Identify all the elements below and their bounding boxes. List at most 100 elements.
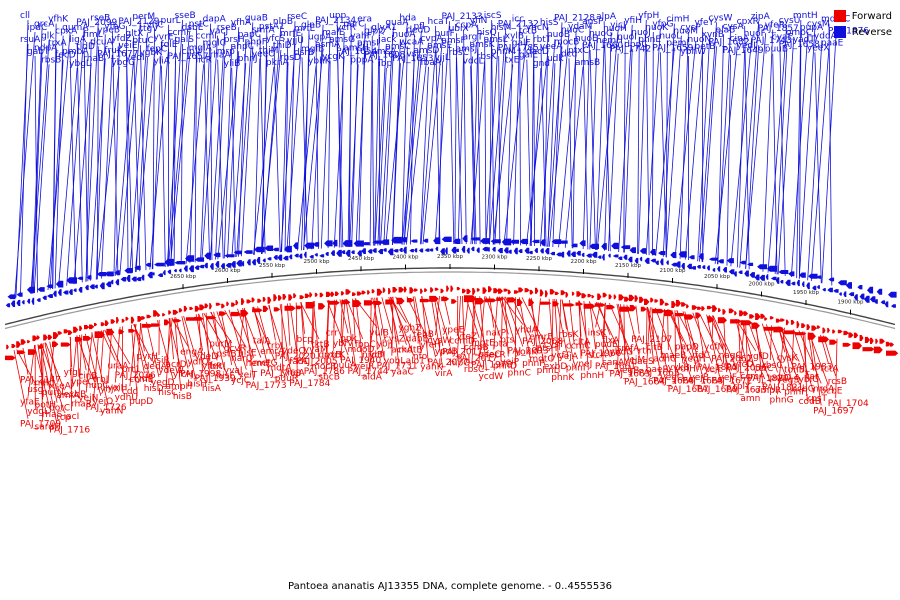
- reverse-gene-label: yfeY: [694, 18, 714, 28]
- reverse-feature: [215, 261, 220, 268]
- reverse-leader: [589, 49, 596, 250]
- reverse-feature: [608, 253, 611, 258]
- forward-gene-label: ydeD: [195, 352, 219, 362]
- forward-feature: [565, 292, 569, 298]
- reverse-gene-label: amsH: [343, 43, 369, 53]
- scale-tick-label: 1900 kbp: [838, 300, 864, 306]
- forward-leader: [165, 318, 171, 387]
- forward-feature: [796, 321, 800, 329]
- forward-feature: [392, 287, 398, 293]
- forward-leader: [289, 303, 298, 356]
- forward-gene-label: sanA: [602, 358, 625, 368]
- forward-feature: [583, 303, 596, 309]
- reverse-feature: [324, 240, 333, 247]
- reverse-leader: [529, 67, 542, 246]
- reverse-leader: [814, 52, 822, 284]
- reverse-feature: [675, 261, 681, 268]
- reverse-leader: [435, 25, 441, 245]
- forward-feature: [472, 288, 476, 295]
- forward-feature: [340, 291, 345, 296]
- reverse-feature: [501, 238, 512, 246]
- forward-gene-label: yfbR: [202, 362, 222, 372]
- reverse-leader: [604, 33, 612, 251]
- reverse-feature: [174, 261, 186, 265]
- forward-gene-label: ypeC: [71, 377, 94, 387]
- reverse-gene-label: PAJ_1653: [392, 54, 433, 64]
- forward-gene-label: ycjC: [231, 376, 250, 386]
- forward-leader: [583, 301, 589, 371]
- reverse-feature: [445, 247, 448, 255]
- reverse-feature: [68, 289, 73, 295]
- reverse-feature: [380, 239, 390, 245]
- reverse-feature: [86, 275, 92, 280]
- reverse-feature: [722, 267, 727, 273]
- reverse-gene-label: btuC: [132, 36, 153, 46]
- reverse-gene-label: galS: [175, 35, 195, 45]
- reverse-leader: [810, 47, 830, 282]
- reverse-feature: [466, 247, 470, 254]
- reverse-gene-label: dcuA: [90, 37, 113, 47]
- reverse-leader: [422, 37, 443, 245]
- reverse-gene-label: ahpF: [245, 37, 267, 47]
- forward-leader: [257, 306, 269, 346]
- reverse-leader: [349, 64, 359, 247]
- reverse-leader: [798, 43, 802, 279]
- forward-feature: [503, 288, 509, 292]
- forward-gene-label: maeB: [660, 351, 686, 361]
- forward-feature: [194, 305, 200, 312]
- reverse-feature: [519, 238, 529, 245]
- forward-feature: [456, 287, 461, 291]
- forward-gene-label: sardH: [35, 423, 61, 433]
- forward-gene-label: iacI: [64, 412, 80, 422]
- forward-feature: [740, 320, 753, 326]
- forward-leader: [311, 301, 314, 345]
- reverse-gene-label: pknA: [266, 58, 290, 68]
- reverse-gene-label: rbsB: [41, 55, 61, 65]
- reverse-gene-label: cimH: [666, 15, 689, 25]
- forward-feature: [221, 303, 225, 309]
- reverse-feature: [204, 262, 208, 269]
- forward-leader: [471, 296, 476, 365]
- forward-gene-label: mdoD: [347, 345, 374, 355]
- reverse-gene-label: PAJ_2134: [315, 16, 356, 26]
- reverse-leader: [149, 48, 169, 270]
- reverse-feature: [53, 290, 57, 297]
- reverse-gene-label: vdcL: [463, 57, 484, 67]
- forward-feature: [27, 349, 37, 355]
- reverse-gene-label: dsrB: [294, 48, 314, 58]
- reverse-leader: [582, 25, 591, 250]
- forward-gene-label: PAJ_1731: [377, 361, 418, 371]
- reverse-feature: [757, 264, 768, 270]
- forward-leader: [777, 326, 800, 384]
- reverse-feature: [513, 247, 518, 255]
- reverse-gene-label: nuoK: [645, 23, 669, 33]
- reverse-feature: [628, 256, 633, 263]
- forward-gene-label: yfdC: [689, 351, 710, 361]
- forward-gene-label: PAJ_2093: [508, 347, 549, 357]
- genome-caption: Pantoea ananatis AJ13355 DNA, complete g…: [288, 581, 612, 592]
- forward-feature: [743, 311, 749, 316]
- forward-gene-label: trbJ: [93, 375, 109, 385]
- forward-feature: [194, 316, 204, 321]
- forward-feature: [571, 291, 575, 296]
- reverse-feature: [589, 243, 599, 249]
- reverse-leader: [66, 27, 85, 286]
- reverse-gene-label: mglB: [301, 45, 324, 55]
- reverse-leader: [665, 40, 668, 258]
- forward-leader: [372, 297, 385, 361]
- reverse-feature: [230, 261, 236, 268]
- forward-feature: [822, 327, 826, 334]
- forward-leader: [325, 300, 330, 372]
- reverse-feature: [382, 248, 387, 252]
- reverse-gene-label: nuoA: [392, 30, 416, 40]
- forward-leader: [554, 299, 560, 373]
- reverse-feature: [623, 254, 628, 260]
- forward-leader: [175, 317, 189, 369]
- forward-gene-label: yteZ: [457, 332, 478, 342]
- reverse-leader: [96, 46, 99, 280]
- reverse-leader: [115, 61, 134, 276]
- forward-gene-label: rcsB: [828, 377, 847, 387]
- forward-gene-label: yvaJ: [224, 366, 243, 376]
- reverse-gene-label: cysP: [680, 23, 701, 33]
- reverse-leader: [113, 42, 120, 277]
